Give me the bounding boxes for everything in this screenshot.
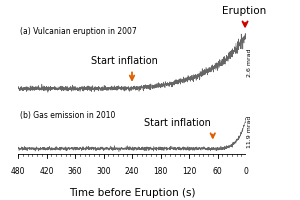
Text: Time before Eruption (s): Time before Eruption (s) — [69, 188, 195, 198]
Text: Eruption: Eruption — [222, 6, 267, 16]
Text: (b) Gas emission in 2010: (b) Gas emission in 2010 — [20, 111, 116, 120]
Text: Start inflation: Start inflation — [92, 56, 158, 66]
Text: Start inflation: Start inflation — [144, 118, 211, 128]
Text: 11.9 mrad: 11.9 mrad — [247, 116, 252, 148]
Text: (a) Vulcanian eruption in 2007: (a) Vulcanian eruption in 2007 — [20, 27, 137, 36]
Text: 2.6 mrad: 2.6 mrad — [247, 48, 252, 77]
